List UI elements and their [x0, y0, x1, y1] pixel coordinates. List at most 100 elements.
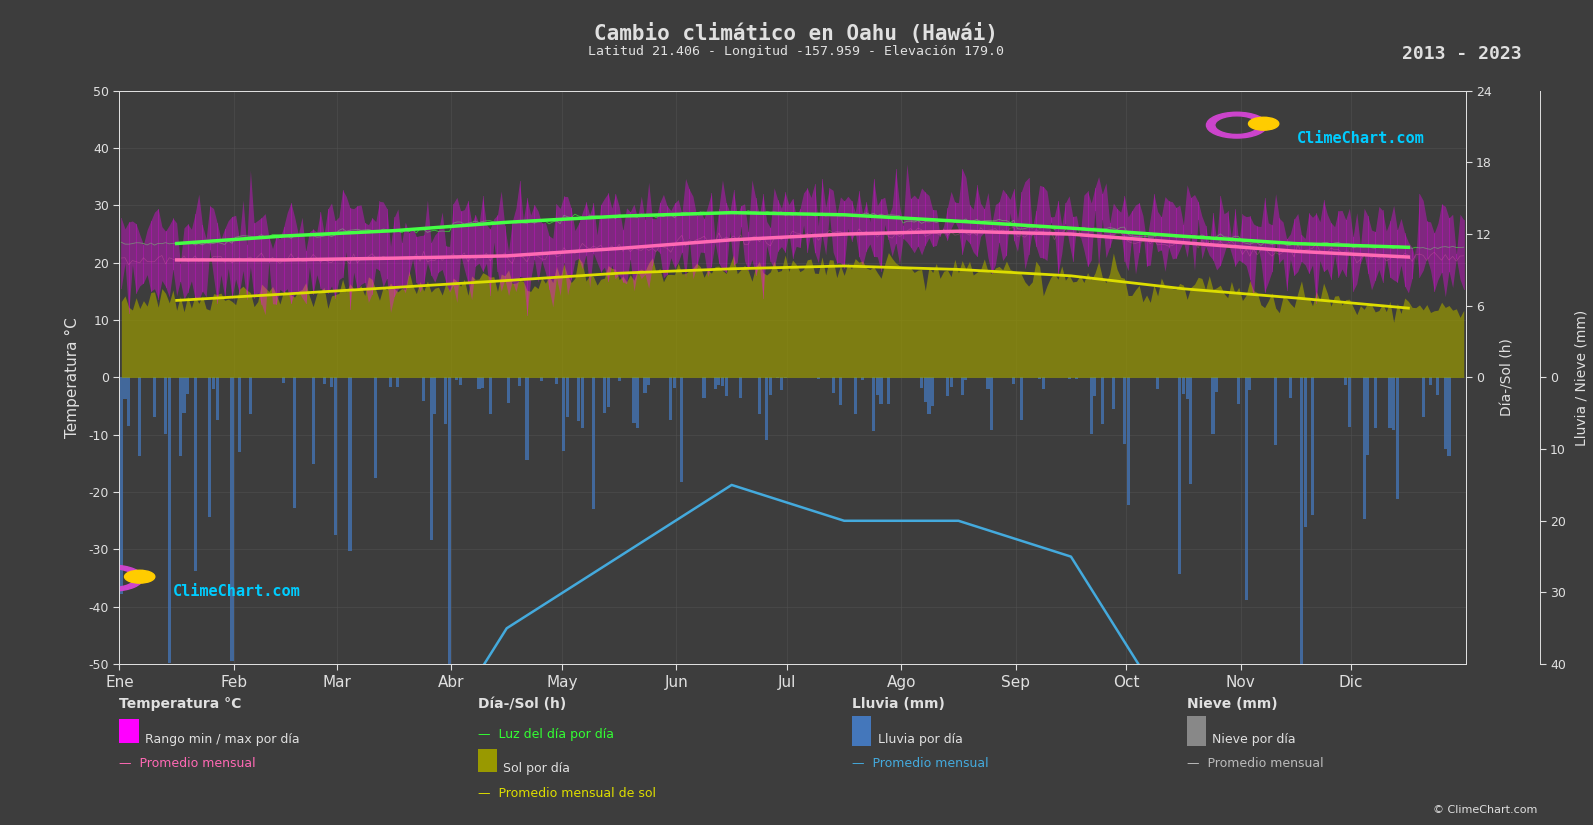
Bar [636, 378, 639, 428]
Bar [840, 378, 843, 405]
Bar [581, 378, 585, 428]
Bar [1093, 378, 1096, 396]
Bar [422, 378, 425, 401]
Bar [183, 378, 185, 413]
Bar [964, 378, 967, 380]
Bar [1157, 378, 1160, 389]
Bar [781, 378, 784, 390]
Bar [481, 378, 484, 389]
Text: —  Promedio mensual de sol: — Promedio mensual de sol [478, 787, 656, 800]
Text: 2013 - 2023: 2013 - 2023 [1402, 45, 1521, 64]
Bar [1190, 378, 1193, 483]
Bar [459, 378, 462, 385]
Bar [178, 378, 182, 456]
Bar [871, 378, 875, 431]
Circle shape [1249, 117, 1279, 130]
Bar [776, 378, 779, 379]
Bar [1249, 378, 1252, 390]
Bar [854, 378, 857, 413]
Text: © ClimeChart.com: © ClimeChart.com [1432, 805, 1537, 815]
Bar [769, 378, 773, 394]
Text: —  Luz del día por día: — Luz del día por día [478, 728, 613, 741]
Bar [1367, 378, 1370, 455]
Bar [1211, 378, 1214, 434]
Bar [1443, 378, 1446, 450]
Bar [478, 378, 481, 389]
Bar [725, 378, 728, 395]
Bar [566, 378, 569, 417]
Bar [293, 378, 296, 508]
Bar [389, 378, 392, 387]
Bar [119, 378, 123, 594]
Bar [1123, 378, 1126, 445]
Bar [167, 378, 170, 662]
Bar [518, 378, 521, 386]
Text: Nieve (mm): Nieve (mm) [1187, 697, 1278, 711]
Bar [1012, 378, 1015, 384]
Bar [1311, 378, 1314, 515]
Bar [562, 378, 566, 450]
Bar [1238, 378, 1241, 403]
Bar [554, 378, 558, 384]
Bar [444, 378, 448, 425]
Bar [349, 378, 352, 551]
Bar [1039, 378, 1042, 380]
Bar [448, 378, 451, 707]
Bar [193, 378, 196, 572]
Bar [949, 378, 953, 387]
Bar [602, 378, 605, 413]
Bar [1344, 378, 1348, 385]
Bar [1362, 378, 1365, 520]
Y-axis label: Lluvia / Nieve (mm): Lluvia / Nieve (mm) [1574, 309, 1588, 446]
Bar [669, 378, 672, 420]
Bar [739, 378, 742, 398]
Bar [430, 378, 433, 540]
Y-axis label: Día-/Sol (h): Día-/Sol (h) [1501, 338, 1515, 417]
Bar [924, 378, 927, 402]
Bar [374, 378, 378, 478]
Bar [1182, 378, 1185, 394]
Bar [1300, 378, 1303, 695]
Bar [282, 378, 285, 383]
Text: —  Promedio mensual: — Promedio mensual [852, 757, 989, 771]
Bar [1179, 378, 1182, 574]
Bar [1185, 378, 1188, 398]
Bar [722, 378, 723, 386]
Bar [817, 378, 820, 380]
Bar [714, 378, 717, 389]
Text: Nieve por día: Nieve por día [1212, 733, 1295, 746]
Bar [1289, 378, 1292, 398]
Circle shape [124, 570, 155, 583]
Bar [1437, 378, 1440, 394]
Bar [186, 378, 190, 394]
Bar [127, 378, 131, 427]
Text: Sol por día: Sol por día [503, 762, 570, 776]
Bar [1090, 378, 1093, 434]
Bar [946, 378, 949, 396]
Bar [1042, 378, 1045, 389]
Bar [632, 378, 636, 422]
Bar [1429, 378, 1432, 385]
Text: Latitud 21.406 - Longitud -157.959 - Elevación 179.0: Latitud 21.406 - Longitud -157.959 - Ele… [588, 45, 1005, 59]
Bar [1348, 378, 1351, 427]
Bar [237, 378, 241, 451]
Text: Rango min / max por día: Rango min / max por día [145, 733, 299, 746]
Bar [862, 378, 863, 380]
Bar [758, 378, 761, 414]
Bar [433, 378, 436, 414]
Bar [456, 378, 459, 380]
Bar [1421, 378, 1424, 417]
Bar [1075, 378, 1078, 380]
Bar [927, 378, 930, 413]
Text: Cambio climático en Oahu (Hawái): Cambio climático en Oahu (Hawái) [594, 23, 999, 44]
Bar [593, 378, 594, 509]
Bar [526, 378, 529, 460]
Text: Día-/Sol (h): Día-/Sol (h) [478, 697, 566, 711]
Bar [607, 378, 610, 407]
Bar [330, 378, 333, 387]
Bar [961, 378, 964, 395]
Bar [1244, 378, 1247, 600]
Bar [644, 378, 647, 394]
Bar [703, 378, 706, 398]
Bar [876, 378, 879, 395]
